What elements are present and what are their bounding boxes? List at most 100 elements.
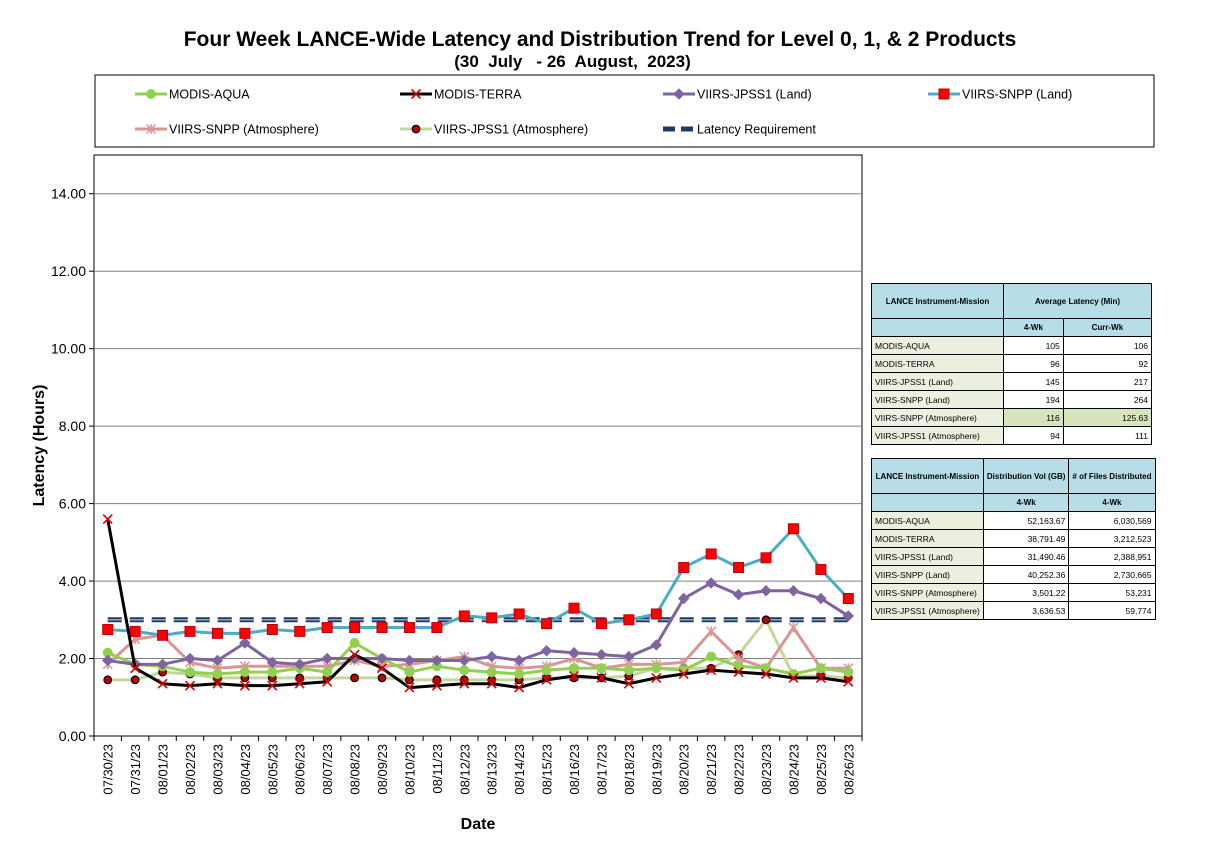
series-point-viirs-jpss1-land <box>595 648 608 661</box>
series-point-viirs-snpp-land <box>486 612 498 624</box>
series-point-viirs-jpss1-land <box>156 658 169 671</box>
x-tick-label: 08/12/23 <box>457 744 472 795</box>
series-point-viirs-jpss1-land <box>458 654 470 667</box>
series-point-viirs-jpss1-land <box>760 585 772 597</box>
series-point-modis-aqua <box>815 663 826 674</box>
series-point-viirs-snpp-land <box>403 622 415 634</box>
distribution-row-vol: 3,501.22 <box>982 583 1070 602</box>
legend-box <box>94 74 1155 148</box>
distribution-row-files: 53,231 <box>1068 583 1156 602</box>
distribution-table-blank <box>871 493 984 512</box>
series-point-modis-terra <box>843 676 854 687</box>
x-tick-label: 08/15/23 <box>540 744 555 795</box>
series-point-viirs-snpp-land <box>376 622 388 634</box>
latency-table-header-currwk: Curr-Wk <box>1062 318 1153 337</box>
distribution-table: LANCE Instrument-Mission Distribution Vo… <box>871 458 1156 620</box>
series-point-modis-terra <box>184 680 196 691</box>
distribution-row-vol: 40,252.36 <box>982 565 1070 584</box>
series-point-modis-aqua <box>486 667 497 678</box>
latency-table-row: VIIRS-SNPP (Land) 194 264 <box>871 390 1153 409</box>
series-point-modis-terra <box>212 678 223 689</box>
legend-label-viirs-jpss1-land: VIIRS-JPSS1 (Land) <box>697 88 812 102</box>
series-point-modis-aqua <box>596 663 607 674</box>
series-point-viirs-jpss1-atmosphere <box>350 673 359 683</box>
distribution-row-files: 6,030,569 <box>1068 511 1156 530</box>
distribution-table-row: MODIS-TERRA 38,791.49 3,212,523 <box>871 529 1156 548</box>
series-point-viirs-jpss1-atmosphere <box>405 675 414 685</box>
series-point-viirs-snpp-land <box>623 614 635 626</box>
series-point-modis-aqua <box>322 667 333 678</box>
x-tick-label: 08/06/23 <box>293 744 308 795</box>
series-point-modis-terra <box>514 682 525 693</box>
series-line-modis-terra <box>106 518 849 690</box>
latency-row-currwk: 92 <box>1062 354 1153 373</box>
x-axis-label: Date <box>461 816 496 833</box>
x-tick-label: 08/04/23 <box>238 744 253 795</box>
series-point-viirs-snpp-land <box>678 562 690 574</box>
x-tick-label: 08/19/23 <box>649 744 664 795</box>
series-point-viirs-jpss1-land <box>623 650 635 663</box>
distribution-table-header-mission: LANCE Instrument-Mission <box>871 458 984 494</box>
x-tick-label: 08/18/23 <box>622 744 637 795</box>
series-point-modis-aqua <box>185 667 195 678</box>
latency-row-currwk: 111 <box>1062 426 1153 445</box>
series-point-modis-terra <box>431 680 442 691</box>
series-point-modis-aqua <box>651 663 662 674</box>
series-point-viirs-jpss1-land <box>321 652 333 665</box>
distribution-table-header-files-4wk: 4-Wk <box>1068 493 1156 512</box>
latency-row-name: VIIRS-JPSS1 (Atmosphere) <box>871 426 1004 445</box>
series-point-viirs-jpss1-land <box>568 647 580 659</box>
x-tick-label: 08/02/23 <box>183 744 198 795</box>
series-point-viirs-snpp-land <box>513 608 525 620</box>
series-point-viirs-jpss1-land <box>239 637 251 649</box>
latency-row-4wk: 94 <box>1003 426 1064 445</box>
series-point-viirs-snpp-atmosphere <box>706 626 717 637</box>
legend-label-modis-terra: MODIS-TERRA <box>434 88 522 102</box>
latency-row-name: VIIRS-SNPP (Land) <box>871 390 1004 409</box>
latency-table-row: VIIRS-SNPP (Atmosphere) 116 125.63 <box>871 408 1153 427</box>
distribution-table-row: MODIS-AQUA 52,163.67 6,030,569 <box>871 511 1156 530</box>
series-point-viirs-snpp-land <box>211 627 223 639</box>
series-point-modis-aqua <box>541 665 552 676</box>
series-point-viirs-jpss1-land <box>403 654 416 667</box>
distribution-table-row: VIIRS-SNPP (Land) 40,252.36 2,730,665 <box>871 565 1156 584</box>
distribution-row-name: VIIRS-JPSS1 (Land) <box>871 547 984 566</box>
y-tick-label: 8.00 <box>59 418 86 434</box>
chart-subtitle: (30 July - 26 August, 2023) <box>454 52 691 71</box>
series-point-modis-terra <box>651 672 662 683</box>
series-point-viirs-jpss1-atmosphere <box>761 615 771 625</box>
series-point-viirs-jpss1-land <box>732 588 745 601</box>
series-point-modis-terra <box>815 672 826 683</box>
series-point-viirs-snpp-land <box>349 622 361 634</box>
series-point-modis-aqua <box>212 669 223 680</box>
x-tick-label: 07/31/23 <box>128 744 143 795</box>
x-tick-label: 08/16/23 <box>567 744 582 795</box>
series-point-viirs-jpss1-land <box>294 658 306 671</box>
series-point-modis-terra <box>678 668 689 680</box>
legend-marker-viirs-snpp-atmosphere <box>145 123 157 135</box>
distribution-table-header-vol-4wk: 4-Wk <box>982 493 1070 512</box>
x-tick-label: 08/17/23 <box>594 744 609 795</box>
y-tick-label: 4.00 <box>59 573 86 589</box>
x-tick-label: 08/22/23 <box>732 744 747 795</box>
distribution-row-files: 2,730,665 <box>1068 565 1156 584</box>
series-point-viirs-jpss1-land <box>513 654 525 667</box>
series-point-modis-terra <box>404 682 415 693</box>
series-point-modis-terra <box>623 678 634 689</box>
series-point-modis-aqua <box>569 663 579 674</box>
y-axis-label: Latency (Hours) <box>31 385 48 507</box>
series-point-modis-terra <box>760 668 772 680</box>
series-point-modis-terra <box>267 680 278 691</box>
series-point-viirs-snpp-land <box>266 623 278 635</box>
series-point-viirs-snpp-atmosphere <box>788 622 799 633</box>
series-point-viirs-jpss1-land <box>102 654 114 667</box>
latency-row-name: MODIS-TERRA <box>871 354 1004 373</box>
x-tick-label: 08/10/23 <box>402 744 417 795</box>
latency-table-row: MODIS-TERRA 96 92 <box>871 354 1153 373</box>
series-point-modis-terra <box>322 676 333 687</box>
x-tick-label: 08/03/23 <box>210 744 225 795</box>
latency-row-name: VIIRS-JPSS1 (Land) <box>871 372 1004 391</box>
series-point-viirs-snpp-land <box>129 625 141 637</box>
plot-area <box>93 154 863 737</box>
x-tick-label: 08/21/23 <box>704 744 719 795</box>
